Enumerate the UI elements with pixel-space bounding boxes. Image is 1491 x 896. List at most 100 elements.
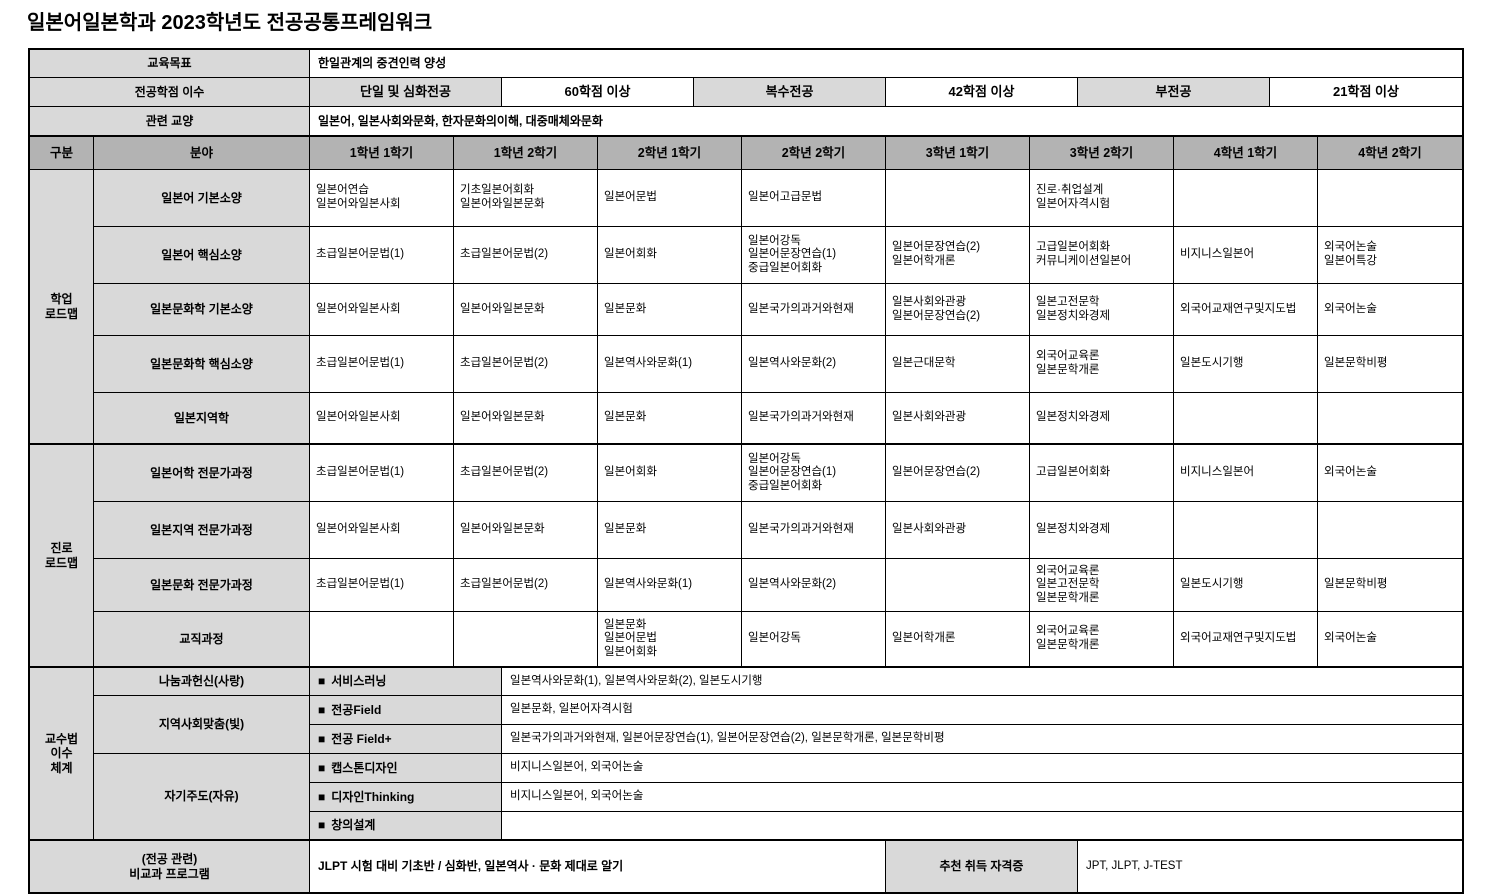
field-label: 교직과정 xyxy=(94,612,310,668)
section-label-pedagogy: 교수법 이수 체계 xyxy=(30,668,94,841)
course-cell: 초급일본어문법(1) xyxy=(310,227,454,284)
square-bullet-icon: ■ xyxy=(318,674,326,689)
pedagogy-bullet-label: 전공Field xyxy=(331,702,382,717)
header-semester: 2학년 2학기 xyxy=(742,137,886,170)
course-cell: 초급일본어문법(1) xyxy=(310,559,454,612)
page-title: 일본어일본학과 2023학년도 전공공통프레임워크 xyxy=(27,12,433,34)
pedagogy-content-cell: 일본국가의과거와현재, 일본어문장연습(1), 일본어문장연습(2), 일본문학… xyxy=(502,725,1462,754)
course-cell: 외국어논술 일본어특강 xyxy=(1318,227,1462,284)
credit-cell: 42학점 이상 xyxy=(886,78,1078,107)
course-cell: 일본도시기행 xyxy=(1174,336,1318,393)
course-cell: 일본문학비평 xyxy=(1318,336,1462,393)
credit-cell: 21학점 이상 xyxy=(1270,78,1462,107)
course-cell: 일본정치와경제 xyxy=(1030,393,1174,445)
field-label: 일본어 기본소양 xyxy=(94,170,310,227)
course-cell: 비지니스일본어 xyxy=(1174,227,1318,284)
course-cell: 일본문화 xyxy=(598,393,742,445)
field-label: 일본문화학 기본소양 xyxy=(94,284,310,336)
pedagogy-bullet-label: 디자인Thinking xyxy=(331,789,415,804)
course-cell: 일본어와일본문화 xyxy=(454,502,598,559)
course-cell: 일본어강독 xyxy=(742,612,886,668)
course-cell: 일본정치와경제 xyxy=(1030,502,1174,559)
course-cell: 초급일본어문법(2) xyxy=(454,445,598,502)
course-cell: 외국어교육론 일본문학개론 xyxy=(1030,612,1174,668)
course-cell: 일본어고급문법 xyxy=(742,170,886,227)
pedagogy-bullet-cell: ■ 디자인Thinking xyxy=(310,783,502,812)
header-gubun: 구분 xyxy=(30,137,94,170)
field-label: 일본어학 전문가과정 xyxy=(94,445,310,502)
course-cell: 일본역사와문화(1) xyxy=(598,559,742,612)
field-label: 일본지역학 xyxy=(94,393,310,445)
course-cell: 일본국가의과거와현재 xyxy=(742,284,886,336)
section-label: 학업 로드맵 xyxy=(30,170,94,445)
related-liberal-arts-value: 일본어, 일본사회와문화, 한자문화의이해, 대중매체와문화 xyxy=(310,107,1462,137)
square-bullet-icon: ■ xyxy=(318,818,326,833)
square-bullet-icon: ■ xyxy=(318,760,326,775)
pedagogy-bullet-label: 창의설계 xyxy=(331,818,376,833)
pedagogy-bullet-cell: ■ 서비스러닝 xyxy=(310,668,502,696)
recommended-certificates-value: JPT, JLPT, J-TEST xyxy=(1086,859,1183,872)
education-goal-label: 교육목표 xyxy=(30,50,310,78)
pedagogy-bullet-cell: ■ 전공 Field+ xyxy=(310,725,502,754)
related-liberal-arts-label: 관련 교양 xyxy=(30,107,310,137)
course-cell: 일본문화 일본어문법 일본어회화 xyxy=(598,612,742,668)
pedagogy-bullet-cell: ■ 전공Field xyxy=(310,696,502,725)
course-cell: 일본문화 xyxy=(598,284,742,336)
course-cell: 기초일본어회화 일본어와일본문화 xyxy=(454,170,598,227)
course-cell: 일본어문장연습(2) 일본어학개론 xyxy=(886,227,1030,284)
course-cell: 일본어문장연습(2) xyxy=(886,445,1030,502)
header-bunya: 분야 xyxy=(94,137,310,170)
course-cell: 일본역사와문화(1) xyxy=(598,336,742,393)
course-cell: 일본어연습 일본어와일본사회 xyxy=(310,170,454,227)
course-cell: 일본어학개론 xyxy=(886,612,1030,668)
course-cell xyxy=(1318,502,1462,559)
course-cell xyxy=(1174,502,1318,559)
section-label: 진로 로드맵 xyxy=(30,445,94,668)
course-cell: 초급일본어문법(1) xyxy=(310,336,454,393)
course-cell: 일본근대문학 xyxy=(886,336,1030,393)
course-cell: 일본사회와관광 xyxy=(886,502,1030,559)
course-cell: 외국어논술 xyxy=(1318,284,1462,336)
course-cell xyxy=(454,612,598,668)
pedagogy-bullet-label: 서비스러닝 xyxy=(331,674,387,689)
header-semester: 3학년 2학기 xyxy=(1030,137,1174,170)
course-cell: 외국어교재연구및지도법 xyxy=(1174,284,1318,336)
course-cell: 일본국가의과거와현재 xyxy=(742,502,886,559)
course-cell xyxy=(310,612,454,668)
course-cell: 일본어강독 일본어문장연습(1) 중급일본어회화 xyxy=(742,445,886,502)
pedagogy-content-cell xyxy=(502,812,1462,841)
course-cell: 일본어문법 xyxy=(598,170,742,227)
course-cell: 일본역사와문화(2) xyxy=(742,559,886,612)
course-cell: 일본사회와관광 일본어문장연습(2) xyxy=(886,284,1030,336)
course-cell xyxy=(1174,393,1318,445)
field-label: 일본어 핵심소양 xyxy=(94,227,310,284)
curriculum-table: 교육목표 한일관계의 중견인력 양성 전공학점 이수 단일 및 심화전공 60학점 이상… xyxy=(28,48,1464,894)
square-bullet-icon: ■ xyxy=(318,789,326,804)
course-cell xyxy=(886,170,1030,227)
credit-cell: 단일 및 심화전공 xyxy=(310,78,502,107)
header-semester: 1학년 1학기 xyxy=(310,137,454,170)
credit-cell: 복수전공 xyxy=(694,78,886,107)
field-label: 일본문화학 핵심소양 xyxy=(94,336,310,393)
course-cell: 일본국가의과거와현재 xyxy=(742,393,886,445)
course-cell: 일본문학비평 xyxy=(1318,559,1462,612)
header-semester: 4학년 2학기 xyxy=(1318,137,1462,170)
course-cell: 비지니스일본어 xyxy=(1174,445,1318,502)
pedagogy-group-label: 나눔과헌신(사랑) xyxy=(94,668,310,696)
course-cell: 초급일본어문법(2) xyxy=(454,559,598,612)
course-cell: 외국어교육론 일본문학개론 xyxy=(1030,336,1174,393)
pedagogy-bullet-cell: ■ 창의설계 xyxy=(310,812,502,841)
course-cell: 진로·취업설계 일본어자격시험 xyxy=(1030,170,1174,227)
header-semester: 2학년 1학기 xyxy=(598,137,742,170)
course-cell xyxy=(1318,393,1462,445)
course-cell: 외국어논술 xyxy=(1318,445,1462,502)
course-cell xyxy=(1318,170,1462,227)
course-cell: 일본어회화 xyxy=(598,227,742,284)
square-bullet-icon: ■ xyxy=(318,702,326,717)
course-cell: 초급일본어문법(1) xyxy=(310,445,454,502)
course-cell: 일본어강독 일본어문장연습(1) 중급일본어회화 xyxy=(742,227,886,284)
field-label: 일본문화 전문가과정 xyxy=(94,559,310,612)
course-cell: 일본역사와문화(2) xyxy=(742,336,886,393)
course-cell xyxy=(886,559,1030,612)
